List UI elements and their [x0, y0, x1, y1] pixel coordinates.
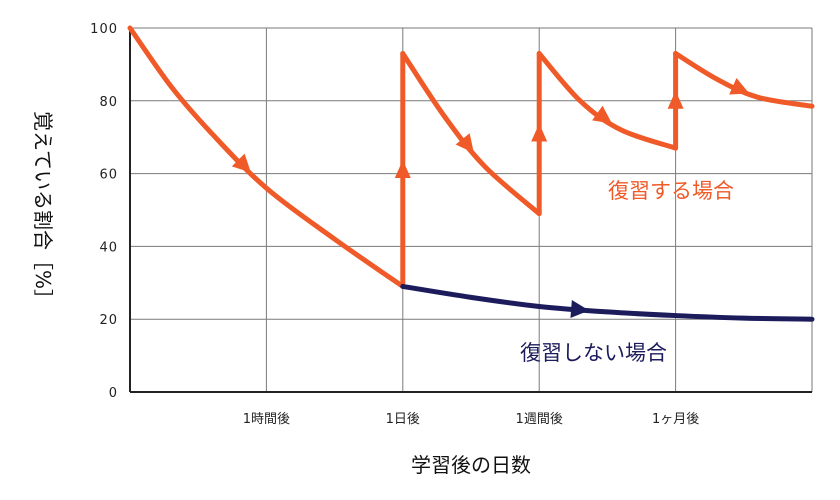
- series-0-arrow-4: [592, 105, 613, 124]
- grid: [130, 27, 813, 393]
- y-tick-label-40: 40: [99, 240, 118, 255]
- y-tick-label-80: 80: [99, 95, 118, 110]
- series-0-arrow-2: [455, 133, 474, 153]
- series-0-arrow-up-1: [394, 159, 411, 178]
- series-0-segment-2: [400, 50, 542, 217]
- x-tick-label-3: 1ヶ月後: [652, 412, 699, 427]
- series-0-arrow-up-3: [531, 123, 548, 142]
- y-tick-label-100: 100: [90, 22, 118, 37]
- series-layer: [127, 25, 815, 322]
- x-tick-label-2: 1週間後: [516, 412, 563, 427]
- x-tick-label-0: 1時間後: [243, 412, 290, 427]
- y-axis-title: 覚えている割合［%］: [31, 111, 55, 309]
- series-1-arrow-0: [570, 300, 590, 318]
- series-0-segment-6: [673, 50, 815, 109]
- y-tick-label-0: 0: [109, 386, 118, 401]
- series-label-no-review: 復習しない場合: [520, 341, 667, 365]
- series-0-arrow-0: [231, 153, 251, 173]
- x-tick-label-1: 1日後: [386, 412, 420, 427]
- series-1-segment-0: [400, 283, 815, 322]
- axes: 0 20 40 60 80 100 1時間後 1日後 1週間後 1ヶ月後: [90, 22, 812, 427]
- series-label-review: 復習する場合: [608, 179, 734, 203]
- y-tick-label-60: 60: [99, 168, 118, 183]
- y-tick-label-20: 20: [99, 313, 118, 328]
- series-0-arrow-up-5: [667, 90, 684, 109]
- x-axis-title: 学習後の日数: [411, 453, 531, 477]
- series-0-arrow-6: [729, 77, 750, 95]
